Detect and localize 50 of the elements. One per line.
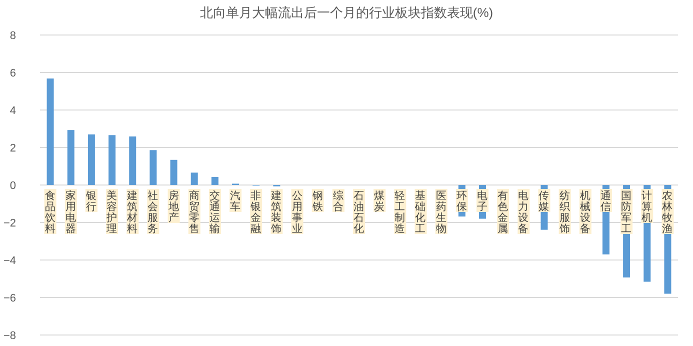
x-tick-label: 家用电器 [65, 189, 76, 235]
x-tick-label: 有色金属 [498, 190, 509, 235]
x-tick-label: 食品饮料 [44, 190, 56, 235]
x-tick-label: 纺织服饰 [558, 189, 570, 235]
y-tick-label: 0 [10, 180, 16, 192]
x-tick-label: 银行 [84, 190, 97, 213]
x-tick-label: 机械设备 [580, 190, 591, 235]
x-tick-label: 房地产 [167, 189, 180, 224]
x-tick-label: 社会服务 [148, 189, 159, 235]
x-tick-label: 计算机 [642, 189, 653, 224]
x-tick-label: 石油石化 [354, 190, 364, 235]
y-tick-label: 6 [10, 68, 16, 80]
bar [108, 135, 116, 185]
x-tick-label: 国防军工 [621, 190, 632, 235]
bar [170, 160, 178, 185]
y-tick-label: −8 [3, 330, 16, 342]
x-tick-label: 建筑装饰 [270, 189, 282, 235]
x-tick-label: 医药生物 [436, 190, 447, 235]
x-tick-label: 农林牧渔 [661, 190, 674, 235]
x-tick-label: 基础化工 [414, 189, 426, 235]
x-tick-label: 通信 [600, 189, 612, 213]
x-tick-label: 钢铁 [311, 190, 324, 213]
y-tick-label: −4 [3, 255, 16, 267]
y-tick-label: 4 [10, 105, 16, 117]
y-tick-label: 2 [10, 142, 16, 154]
x-tick-label: 非银金融 [250, 189, 262, 235]
x-tick-label: 汽车 [230, 190, 242, 213]
y-tick-label: −2 [3, 218, 16, 230]
bar [150, 150, 157, 185]
bar [46, 78, 54, 185]
bar [67, 130, 74, 185]
x-tick-label: 传媒 [538, 190, 550, 213]
bar [190, 172, 198, 185]
x-tick-label: 电子 [476, 189, 488, 213]
x-tick-label: 环保 [456, 190, 468, 213]
x-tick-label: 煤炭 [374, 190, 386, 213]
x-tick-label: 建筑材料 [126, 189, 138, 235]
bar [211, 176, 218, 185]
x-tick-label: 美容护理 [106, 189, 118, 235]
x-tick-label: 轻工制造 [394, 190, 406, 235]
chart-title: 北向单月大幅流出后一个月的行业板块指数表现(%) [200, 5, 494, 20]
x-tick-label: 电力设备 [518, 189, 530, 235]
bar [129, 136, 136, 185]
y-tick-label: −6 [3, 292, 16, 304]
bar [88, 134, 95, 185]
x-tick-label: 公用事业 [292, 190, 303, 235]
y-tick-label: 8 [10, 30, 16, 42]
x-tick-label: 综合 [332, 189, 344, 213]
x-tick-label: 交通运输 [209, 189, 220, 235]
x-tick-label: 商贸零售 [188, 189, 200, 235]
